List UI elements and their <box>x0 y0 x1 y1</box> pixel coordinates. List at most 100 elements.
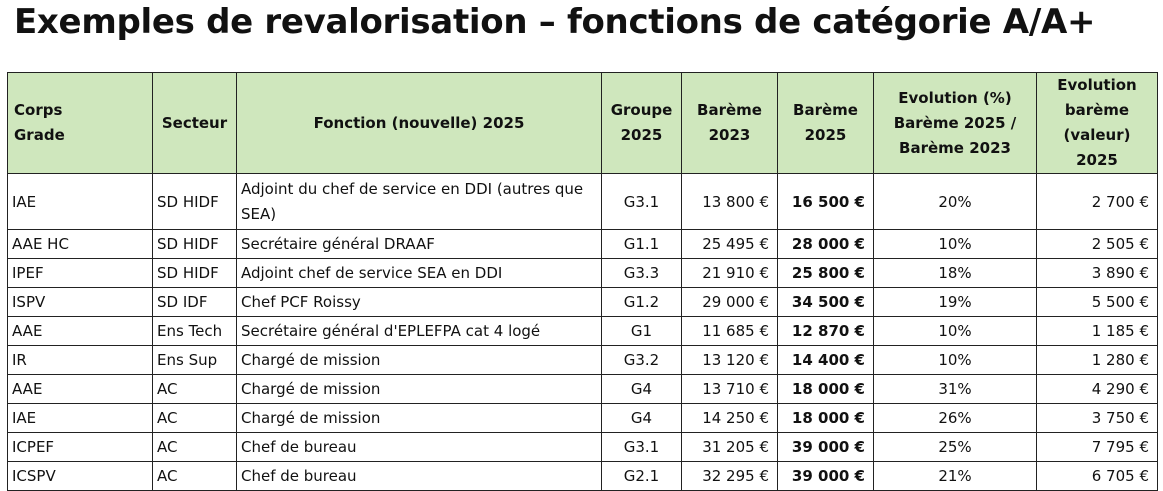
header-evolution-valeur: Evolution barème (valeur) 2025 <box>1036 72 1158 174</box>
header-fonction: Fonction (nouvelle) 2025 <box>236 72 602 174</box>
cell-evolution-pct: 19% <box>873 287 1037 317</box>
table-row: IR Ens Sup Chargé de mission G3.2 13 120 €14… <box>7 345 1158 375</box>
cell-bareme-2023: 14 250 € <box>681 403 778 433</box>
cell-groupe: G1.1 <box>601 229 682 259</box>
header-groupe: Groupe 2025 <box>601 72 682 174</box>
cell-evolution-valeur: 6 705 € <box>1036 461 1158 491</box>
table-row: AAE Ens Tech Secrétaire général d'EPLEFPA … <box>7 316 1158 346</box>
cell-bareme-2025: 39 000 € <box>777 432 874 462</box>
cell-groupe: G1.2 <box>601 287 682 317</box>
cell-corps: AAE HC <box>7 229 153 259</box>
cell-secteur: Ens Tech <box>152 316 237 346</box>
header-row: Corps Grade Secteur Fonction (nouvelle) … <box>7 72 1158 174</box>
cell-bareme-2025: 28 000 € <box>777 229 874 259</box>
table-row: ICSPV AC Chef de bureau G2.1 32 295 €39 000 … <box>7 461 1158 491</box>
header-grade-label: Grade <box>14 126 65 144</box>
header-evval-l1: Evolution <box>1057 76 1137 94</box>
cell-secteur: Ens Sup <box>152 345 237 375</box>
cell-secteur: SD HIDF <box>152 173 237 230</box>
cell-evolution-valeur: 2 700 € <box>1036 173 1158 230</box>
cell-fonction: Chef de bureau <box>236 461 602 491</box>
cell-corps: AAE <box>7 374 153 404</box>
cell-bareme-2025: 39 000 € <box>777 461 874 491</box>
cell-evolution-pct: 10% <box>873 229 1037 259</box>
cell-groupe: G3.3 <box>601 258 682 288</box>
cell-groupe: G2.1 <box>601 461 682 491</box>
cell-bareme-2023: 13 710 € <box>681 374 778 404</box>
table-row: ICPEF AC Chef de bureau G3.1 31 205 €39 000 … <box>7 432 1158 462</box>
cell-bareme-2023: 13 120 € <box>681 345 778 375</box>
cell-groupe: G1 <box>601 316 682 346</box>
cell-evolution-valeur: 4 290 € <box>1036 374 1158 404</box>
header-corps-label: Corps <box>14 101 63 119</box>
cell-corps: ICPEF <box>7 432 153 462</box>
cell-bareme-2023: 31 205 € <box>681 432 778 462</box>
cell-corps: AAE <box>7 316 153 346</box>
cell-corps: ICSPV <box>7 461 153 491</box>
cell-bareme-2023: 13 800 € <box>681 173 778 230</box>
cell-bareme-2025: 34 500 € <box>777 287 874 317</box>
table-row: AAE HC SD HIDF Secrétaire général DRAAF G1.… <box>7 229 1158 259</box>
cell-bareme-2023: 25 495 € <box>681 229 778 259</box>
cell-evolution-valeur: 1 280 € <box>1036 345 1158 375</box>
cell-corps: IAE <box>7 173 153 230</box>
header-b2025-l2: 2025 <box>804 126 847 144</box>
header-secteur: Secteur <box>152 72 237 174</box>
cell-bareme-2025: 16 500 € <box>777 173 874 230</box>
cell-bareme-2023: 21 910 € <box>681 258 778 288</box>
cell-evolution-valeur: 5 500 € <box>1036 287 1158 317</box>
header-bareme-2023: Barème 2023 <box>681 72 778 174</box>
header-bareme-2025: Barème 2025 <box>777 72 874 174</box>
cell-fonction: Chargé de mission <box>236 345 602 375</box>
header-b2025-l1: Barème <box>793 101 858 119</box>
header-evval-l3: (valeur) 2025 <box>1063 126 1131 169</box>
cell-secteur: AC <box>152 374 237 404</box>
cell-secteur: AC <box>152 461 237 491</box>
cell-bareme-2025: 18 000 € <box>777 374 874 404</box>
cell-evolution-pct: 10% <box>873 345 1037 375</box>
cell-secteur: SD HIDF <box>152 258 237 288</box>
cell-groupe: G4 <box>601 403 682 433</box>
header-corps-grade: Corps Grade <box>7 72 153 174</box>
cell-bareme-2023: 11 685 € <box>681 316 778 346</box>
cell-fonction: Chef PCF Roissy <box>236 287 602 317</box>
cell-evolution-pct: 21% <box>873 461 1037 491</box>
cell-corps: ISPV <box>7 287 153 317</box>
header-groupe-l2: 2025 <box>620 126 663 144</box>
header-b2023-l1: Barème <box>697 101 762 119</box>
cell-fonction: Chargé de mission <box>236 374 602 404</box>
table-row: AAE AC Chargé de mission G4 13 710 €18 000 €… <box>7 374 1158 404</box>
cell-evolution-pct: 10% <box>873 316 1037 346</box>
cell-fonction: Adjoint chef de service SEA en DDI <box>236 258 602 288</box>
cell-evolution-valeur: 3 750 € <box>1036 403 1158 433</box>
cell-bareme-2025: 14 400 € <box>777 345 874 375</box>
cell-groupe: G3.2 <box>601 345 682 375</box>
cell-corps: IAE <box>7 403 153 433</box>
cell-secteur: AC <box>152 403 237 433</box>
cell-evolution-pct: 20% <box>873 173 1037 230</box>
cell-evolution-valeur: 7 795 € <box>1036 432 1158 462</box>
page-title: Exemples de revalorisation – fonctions d… <box>14 2 1096 42</box>
cell-bareme-2025: 25 800 € <box>777 258 874 288</box>
header-groupe-l1: Groupe <box>610 101 673 119</box>
cell-evolution-valeur: 3 890 € <box>1036 258 1158 288</box>
header-evpct-l1: Evolution (%) <box>898 88 1012 107</box>
cell-fonction: Chef de bureau <box>236 432 602 462</box>
header-b2023-l2: 2023 <box>708 126 751 144</box>
cell-groupe: G3.1 <box>601 432 682 462</box>
cell-groupe: G3.1 <box>601 173 682 230</box>
header-evval-l2: barème <box>1064 101 1130 119</box>
cell-secteur: AC <box>152 432 237 462</box>
revalorisation-table: Corps Grade Secteur Fonction (nouvelle) … <box>7 72 1158 491</box>
cell-corps: IR <box>7 345 153 375</box>
cell-bareme-2025: 18 000 € <box>777 403 874 433</box>
cell-evolution-valeur: 1 185 € <box>1036 316 1158 346</box>
header-evpct-l3: Barème 2023 <box>899 138 1011 157</box>
cell-fonction: Secrétaire général DRAAF <box>236 229 602 259</box>
cell-evolution-pct: 18% <box>873 258 1037 288</box>
table-row: ISPV SD IDF Chef PCF Roissy G1.2 29 000 €34 … <box>7 287 1158 317</box>
cell-evolution-pct: 26% <box>873 403 1037 433</box>
cell-evolution-valeur: 2 505 € <box>1036 229 1158 259</box>
table-row: IAE SD HIDF Adjoint du chef de service en … <box>7 173 1158 230</box>
cell-bareme-2023: 29 000 € <box>681 287 778 317</box>
